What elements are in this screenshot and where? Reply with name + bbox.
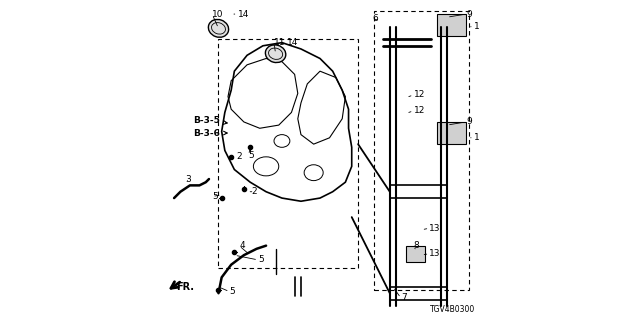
Text: 14: 14 — [287, 38, 298, 47]
Text: TGV4B0300: TGV4B0300 — [430, 305, 476, 314]
Text: 6: 6 — [372, 14, 378, 23]
FancyBboxPatch shape — [437, 14, 466, 36]
Text: 10: 10 — [212, 10, 223, 19]
Text: B-3-5: B-3-5 — [193, 116, 227, 125]
FancyBboxPatch shape — [406, 246, 425, 261]
FancyBboxPatch shape — [437, 122, 466, 144]
Text: 14: 14 — [237, 10, 249, 19]
Text: FR.: FR. — [175, 282, 194, 292]
Text: 12: 12 — [413, 91, 425, 100]
Text: 11: 11 — [274, 38, 285, 47]
Text: 5: 5 — [230, 287, 236, 296]
Text: 2: 2 — [252, 187, 257, 196]
Text: 1: 1 — [474, 22, 479, 31]
Text: 9: 9 — [466, 117, 472, 126]
Text: B-3-6: B-3-6 — [193, 129, 227, 138]
Text: 12: 12 — [413, 106, 425, 115]
Text: 1: 1 — [474, 133, 479, 142]
Text: 9: 9 — [466, 10, 472, 19]
Ellipse shape — [266, 45, 286, 63]
Ellipse shape — [209, 20, 228, 37]
Text: 5: 5 — [248, 151, 254, 160]
Text: 13: 13 — [429, 224, 441, 233]
Text: 4: 4 — [239, 241, 244, 250]
Text: 3: 3 — [185, 174, 191, 184]
Text: 2: 2 — [236, 152, 241, 161]
Text: 5: 5 — [212, 192, 218, 201]
Text: 13: 13 — [429, 249, 441, 258]
Text: 7: 7 — [401, 293, 406, 302]
Text: 8: 8 — [413, 241, 419, 250]
Text: 5: 5 — [258, 255, 264, 264]
